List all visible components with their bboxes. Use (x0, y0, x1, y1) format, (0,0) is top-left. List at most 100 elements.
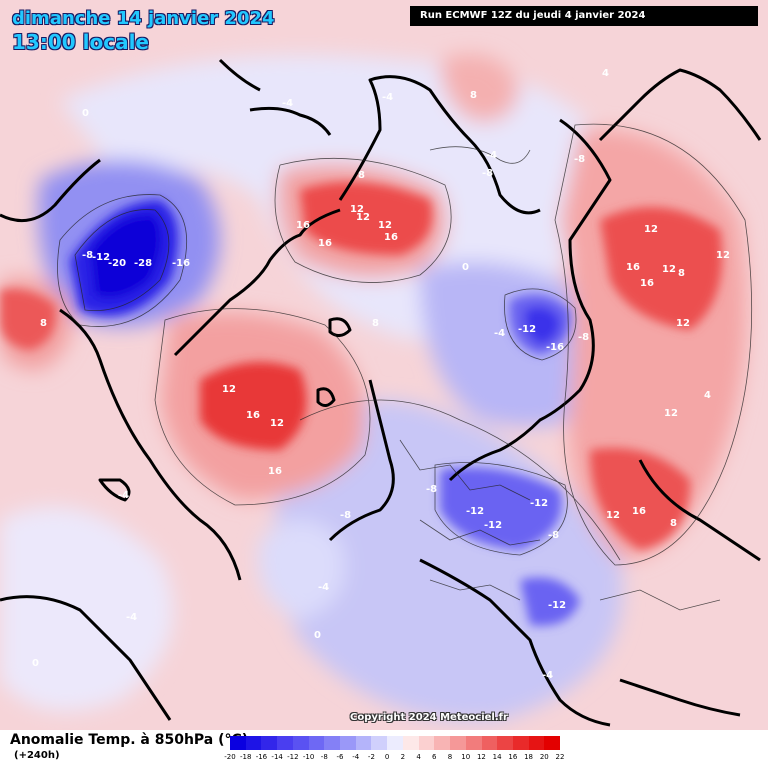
contour-label: 16 (246, 410, 260, 421)
model-run-info: Run ECMWF 12Z du jeudi 4 janvier 2024 (410, 6, 758, 26)
contour-label: -12 (548, 600, 566, 611)
contour-label: -12 (92, 252, 110, 263)
contour-label: 12 (664, 408, 678, 419)
contour-label: 16 (384, 232, 398, 243)
color-scale-swatch (355, 736, 372, 750)
contour-label: 8 (670, 518, 677, 529)
color-scale-swatch (450, 736, 466, 750)
color-scale-swatch (418, 736, 435, 750)
color-scale-tick-label: -14 (271, 753, 283, 761)
contour-label: 8 (470, 90, 477, 101)
contour-label: 0 (32, 658, 39, 669)
contour-label: -8 (578, 332, 589, 343)
contour-label: 0 (462, 262, 469, 273)
contour-label: -20 (108, 258, 126, 269)
color-scale-tick-label: -8 (320, 753, 328, 761)
contour-label: 16 (626, 262, 640, 273)
color-scale-swatch (512, 736, 529, 750)
contour-label: 4 (602, 68, 609, 79)
contour-label: 12 (644, 224, 658, 235)
color-scale-swatch (465, 736, 482, 750)
color-scale-swatch (434, 736, 451, 750)
contour-label: -16 (172, 258, 190, 269)
contour-label: 8 (372, 318, 379, 329)
isotherm-contours (57, 123, 753, 611)
color-scale-swatch (497, 736, 513, 750)
color-scale-tick-label: 4 (416, 753, 421, 761)
forecast-date-title: dimanche 14 janvier 2024 (12, 8, 275, 29)
color-scale-swatch (340, 736, 356, 750)
contour-label: 12 (270, 418, 284, 429)
contour-label: 8 (678, 268, 685, 279)
color-scale-swatch (387, 736, 403, 750)
color-scale-tick-label: 14 (492, 753, 502, 761)
color-scale-swatch (277, 736, 293, 750)
color-scale-swatch (230, 736, 246, 750)
temperature-anomaly-map: -8 -12 -20 -28 -16 0 8 12 12 12 16 16 16… (0, 0, 768, 730)
contour-label: -8 (426, 484, 437, 495)
contour-label: -12 (518, 324, 536, 335)
contour-label: 0 (314, 630, 321, 641)
contour-label: -8 (482, 168, 493, 179)
color-scale (230, 736, 561, 750)
color-scale-tick-label: 2 (400, 753, 406, 761)
contour-label: -4 (282, 98, 293, 109)
coastlines (0, 58, 762, 727)
color-scale-swatch (402, 736, 419, 750)
contour-label: -4 (126, 612, 137, 623)
color-scale-tick-label: 18 (524, 753, 534, 761)
contour-label: -8 (574, 154, 585, 165)
color-scale-tick-label: -20 (224, 753, 236, 761)
contour-label: -4 (542, 670, 553, 681)
contour-label: 16 (640, 278, 654, 289)
contour-label: 16 (268, 466, 282, 477)
lead-time-label: (+240h) (14, 750, 60, 761)
forecast-local-time: 13:00 locale (12, 30, 149, 54)
contour-label: -8 (548, 530, 559, 541)
color-scale-tick-label: -16 (255, 753, 268, 761)
contour-label: 16 (318, 238, 332, 249)
copyright-notice: Copyright 2024 Meteociel.fr (350, 712, 508, 723)
color-scale-swatch (481, 736, 498, 750)
color-scale-tick-label: 6 (432, 753, 437, 761)
color-scale-tick-label: -2 (367, 753, 375, 761)
contour-label: 12 (222, 384, 236, 395)
contour-label: -8 (82, 250, 93, 261)
contour-label: -12 (484, 520, 502, 531)
color-scale-tick-label: -4 (352, 753, 360, 761)
color-scale-tick-label: 10 (461, 753, 471, 761)
color-scale-tick-label: 16 (508, 753, 518, 761)
contour-label: 12 (350, 204, 364, 215)
contour-label: 8 (40, 318, 47, 329)
contour-label: 8 (358, 170, 365, 181)
color-scale-tick-label: 8 (447, 753, 453, 761)
contour-label: 12 (716, 250, 730, 261)
color-scale-ticks: -20 -18 -16 -14 -12 -10 -8 -6 -4 -2 0 2 4 6 8 10 12 14 16 1… (224, 753, 564, 765)
contour-label: -12 (530, 498, 548, 509)
contour-label: 12 (676, 318, 690, 329)
contour-label: 0 (82, 108, 89, 119)
contour-label: -4 (118, 490, 129, 501)
contour-labels: -8 -12 -20 -28 -16 0 8 12 12 12 16 16 16… (32, 68, 730, 681)
color-scale-tick-label: 22 (555, 753, 565, 761)
contour-label: 16 (632, 506, 646, 517)
anomaly-cores (0, 182, 722, 626)
contour-label: -4 (486, 150, 497, 161)
contour-label: -4 (494, 328, 505, 339)
contour-label: 12 (378, 220, 392, 231)
color-scale-tick-label: -6 (336, 753, 344, 761)
color-scale-swatch (528, 736, 545, 750)
color-scale-tick-label: 12 (476, 753, 486, 761)
color-scale-swatch (261, 736, 278, 750)
color-scale-swatch (544, 736, 561, 750)
color-scale-tick-label: 20 (539, 753, 549, 761)
contour-label: -4 (318, 582, 329, 593)
color-scale-swatch (292, 736, 309, 750)
color-scale-swatch (324, 736, 341, 750)
color-scale-tick-label: -10 (302, 753, 315, 761)
contour-label: -16 (546, 342, 564, 353)
contour-label: -4 (382, 92, 393, 103)
contour-label: 12 (662, 264, 676, 275)
contour-label: 12 (356, 212, 370, 223)
contour-label: 4 (704, 390, 711, 401)
